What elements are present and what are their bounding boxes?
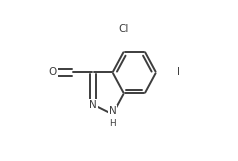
Text: N: N	[109, 106, 116, 116]
Text: O: O	[49, 67, 57, 77]
Text: Cl: Cl	[119, 24, 129, 34]
Text: H: H	[109, 119, 116, 128]
Text: I: I	[177, 67, 180, 77]
Text: N: N	[109, 109, 116, 119]
Text: N: N	[89, 100, 97, 110]
